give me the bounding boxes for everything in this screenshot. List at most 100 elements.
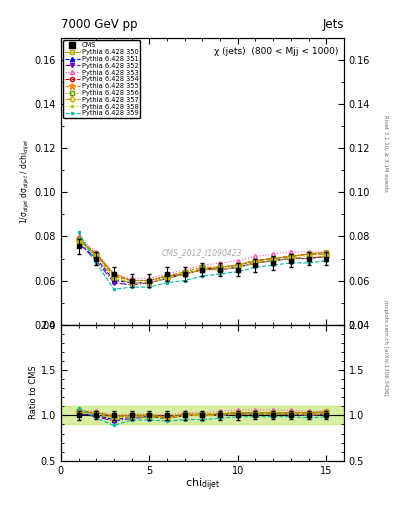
Pythia 6.428 357 xyxy=(147,280,152,286)
Pythia 6.428 353 xyxy=(218,260,222,266)
Pythia 6.428 356 xyxy=(147,278,152,284)
Pythia 6.428 356 xyxy=(76,236,81,242)
Pythia 6.428 356 xyxy=(165,273,169,279)
Pythia 6.428 352 xyxy=(253,260,258,266)
Pythia 6.428 353 xyxy=(324,249,329,255)
Pythia 6.428 351 xyxy=(182,271,187,277)
Pythia 6.428 358 xyxy=(112,275,116,282)
Pythia 6.428 353 xyxy=(271,251,275,257)
Pythia 6.428 350 xyxy=(129,278,134,284)
Pythia 6.428 359 xyxy=(147,284,152,290)
Pythia 6.428 355 xyxy=(147,278,152,284)
Pythia 6.428 352 xyxy=(271,258,275,264)
Pythia 6.428 350 xyxy=(112,271,116,277)
Pythia 6.428 355 xyxy=(253,258,258,264)
Pythia 6.428 352 xyxy=(218,266,222,272)
Legend: CMS, Pythia 6.428 350, Pythia 6.428 351, Pythia 6.428 352, Pythia 6.428 353, Pyt: CMS, Pythia 6.428 350, Pythia 6.428 351,… xyxy=(63,40,140,118)
Pythia 6.428 351 xyxy=(271,258,275,264)
Pythia 6.428 359 xyxy=(165,280,169,286)
Y-axis label: Ratio to CMS: Ratio to CMS xyxy=(29,366,38,419)
Pythia 6.428 358 xyxy=(200,266,205,272)
Pythia 6.428 357 xyxy=(182,271,187,277)
Pythia 6.428 358 xyxy=(182,271,187,277)
Pythia 6.428 352 xyxy=(129,282,134,288)
Pythia 6.428 354 xyxy=(306,251,311,257)
Pythia 6.428 358 xyxy=(147,280,152,286)
Pythia 6.428 357 xyxy=(306,253,311,260)
Pythia 6.428 352 xyxy=(324,253,329,260)
Pythia 6.428 357 xyxy=(288,255,293,262)
Text: CMS_2012_I1090423: CMS_2012_I1090423 xyxy=(162,248,242,258)
Pythia 6.428 358 xyxy=(324,253,329,260)
Pythia 6.428 351 xyxy=(324,253,329,260)
Pythia 6.428 356 xyxy=(200,264,205,270)
Pythia 6.428 352 xyxy=(94,258,99,264)
Pythia 6.428 355 xyxy=(112,273,116,279)
Pythia 6.428 350 xyxy=(94,251,99,257)
Text: χ (jets)  (800 < Mjj < 1000): χ (jets) (800 < Mjj < 1000) xyxy=(214,47,338,56)
Pythia 6.428 352 xyxy=(112,280,116,286)
Pythia 6.428 359 xyxy=(288,260,293,266)
Pythia 6.428 352 xyxy=(182,271,187,277)
Pythia 6.428 357 xyxy=(76,238,81,244)
Pythia 6.428 359 xyxy=(200,273,205,279)
Pythia 6.428 352 xyxy=(288,255,293,262)
Pythia 6.428 359 xyxy=(94,260,99,266)
Pythia 6.428 354 xyxy=(218,264,222,270)
Pythia 6.428 351 xyxy=(94,255,99,262)
Pythia 6.428 359 xyxy=(253,264,258,270)
Pythia 6.428 352 xyxy=(147,280,152,286)
Text: 7000 GeV pp: 7000 GeV pp xyxy=(61,18,138,31)
Pythia 6.428 353 xyxy=(147,275,152,282)
Pythia 6.428 354 xyxy=(324,251,329,257)
Pythia 6.428 351 xyxy=(235,264,240,270)
Pythia 6.428 353 xyxy=(94,249,99,255)
Pythia 6.428 351 xyxy=(147,280,152,286)
Pythia 6.428 357 xyxy=(324,253,329,260)
Pythia 6.428 359 xyxy=(235,269,240,275)
Pythia 6.428 350 xyxy=(200,266,205,272)
Pythia 6.428 356 xyxy=(182,269,187,275)
Pythia 6.428 357 xyxy=(165,275,169,282)
Pythia 6.428 353 xyxy=(200,262,205,268)
Pythia 6.428 353 xyxy=(76,233,81,240)
Pythia 6.428 350 xyxy=(182,271,187,277)
Pythia 6.428 354 xyxy=(147,278,152,284)
Pythia 6.428 351 xyxy=(76,240,81,246)
Pythia 6.428 357 xyxy=(271,258,275,264)
Pythia 6.428 359 xyxy=(182,278,187,284)
Pythia 6.428 350 xyxy=(147,278,152,284)
Pythia 6.428 358 xyxy=(253,260,258,266)
Pythia 6.428 356 xyxy=(129,278,134,284)
Pythia 6.428 359 xyxy=(76,229,81,235)
Pythia 6.428 353 xyxy=(182,266,187,272)
Pythia 6.428 359 xyxy=(129,284,134,290)
Pythia 6.428 356 xyxy=(306,251,311,257)
Pythia 6.428 353 xyxy=(235,258,240,264)
Pythia 6.428 354 xyxy=(271,255,275,262)
Pythia 6.428 355 xyxy=(271,255,275,262)
Pythia 6.428 359 xyxy=(112,286,116,292)
Pythia 6.428 358 xyxy=(76,238,81,244)
Pythia 6.428 352 xyxy=(76,240,81,246)
Y-axis label: 1/σ$_{dijet}$ dσ$_{dijet}$ / dchi$_{dijet}$: 1/σ$_{dijet}$ dσ$_{dijet}$ / dchi$_{dije… xyxy=(19,139,32,224)
Pythia 6.428 352 xyxy=(306,255,311,262)
Pythia 6.428 358 xyxy=(306,255,311,262)
Line: Pythia 6.428 355: Pythia 6.428 355 xyxy=(75,235,330,284)
Pythia 6.428 358 xyxy=(94,253,99,260)
Pythia 6.428 356 xyxy=(218,264,222,270)
Pythia 6.428 356 xyxy=(235,262,240,268)
Pythia 6.428 359 xyxy=(306,260,311,266)
Pythia 6.428 357 xyxy=(200,266,205,272)
Pythia 6.428 358 xyxy=(235,264,240,270)
Pythia 6.428 350 xyxy=(165,273,169,279)
Pythia 6.428 353 xyxy=(165,271,169,277)
Pythia 6.428 354 xyxy=(253,258,258,264)
Pythia 6.428 351 xyxy=(253,260,258,266)
Line: Pythia 6.428 354: Pythia 6.428 354 xyxy=(77,237,328,283)
Pythia 6.428 351 xyxy=(112,278,116,284)
Pythia 6.428 358 xyxy=(271,258,275,264)
Pythia 6.428 359 xyxy=(218,271,222,277)
Line: Pythia 6.428 350: Pythia 6.428 350 xyxy=(77,239,328,283)
Pythia 6.428 351 xyxy=(306,255,311,262)
